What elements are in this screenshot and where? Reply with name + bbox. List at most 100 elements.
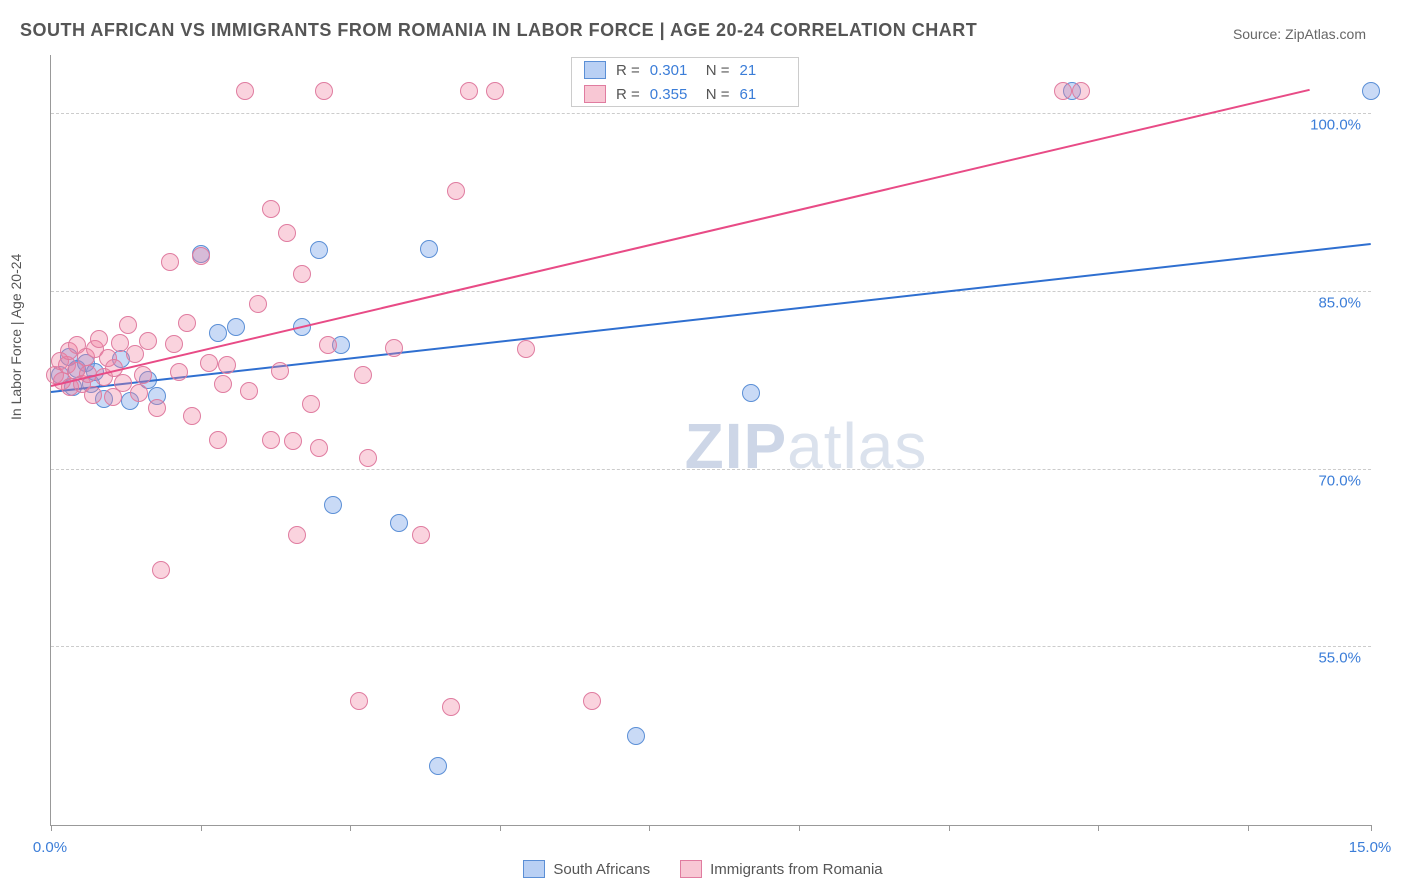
data-point [302,395,320,413]
data-point [288,526,306,544]
data-point [442,698,460,716]
legend-r-label: R = [616,62,640,79]
legend-row: R = 0.355 N = 61 [572,82,798,106]
y-tick-label: 85.0% [1318,294,1361,311]
data-point [412,526,430,544]
data-point [319,336,337,354]
data-point [200,354,218,372]
y-axis-label: In Labor Force | Age 20-24 [8,254,24,420]
x-tick [1098,825,1099,831]
gridline [51,291,1371,292]
data-point [262,200,280,218]
scatter-plot-area: R = 0.301 N = 21 R = 0.355 N = 61 ZIPatlas 55.0… [50,55,1371,826]
data-point [742,384,760,402]
data-point [486,82,504,100]
legend-label: Immigrants from Romania [710,861,883,878]
data-point [271,362,289,380]
data-point [165,335,183,353]
legend-swatch [523,860,545,878]
data-point [420,240,438,258]
legend-n-value: 21 [740,62,786,79]
data-point [209,431,227,449]
legend-item: Immigrants from Romania [680,860,883,878]
trend-line [51,243,1371,393]
data-point [354,366,372,384]
data-point [90,330,108,348]
source-attribution: Source: ZipAtlas.com [1233,26,1366,42]
data-point [350,692,368,710]
series-legend: South Africans Immigrants from Romania [0,860,1406,878]
x-tick-label: 15.0% [1349,839,1392,856]
data-point [583,692,601,710]
x-tick [350,825,351,831]
data-point [460,82,478,100]
y-tick-label: 55.0% [1318,650,1361,667]
gridline [51,113,1371,114]
data-point [119,316,137,334]
data-point [1072,82,1090,100]
legend-n-label: N = [706,62,730,79]
data-point [240,382,258,400]
data-point [390,514,408,532]
x-tick-label: 0.0% [33,839,67,856]
legend-row: R = 0.301 N = 21 [572,58,798,82]
legend-r-value: 0.355 [650,86,696,103]
data-point [214,375,232,393]
data-point [192,247,210,265]
data-point [359,449,377,467]
data-point [385,339,403,357]
data-point [1362,82,1380,100]
data-point [310,439,328,457]
data-point [429,757,447,775]
y-tick-label: 70.0% [1318,472,1361,489]
legend-n-value: 61 [740,86,786,103]
data-point [218,356,236,374]
data-point [447,182,465,200]
data-point [139,332,157,350]
legend-swatch [584,85,606,103]
data-point [517,340,535,358]
data-point [148,399,166,417]
x-tick [500,825,501,831]
data-point [227,318,245,336]
legend-swatch [680,860,702,878]
gridline [51,469,1371,470]
data-point [236,82,254,100]
x-tick [1248,825,1249,831]
x-tick [1371,825,1372,831]
data-point [324,496,342,514]
gridline [51,646,1371,647]
data-point [84,386,102,404]
data-point [178,314,196,332]
data-point [293,265,311,283]
legend-r-value: 0.301 [650,62,696,79]
legend-label: South Africans [553,861,650,878]
chart-title: SOUTH AFRICAN VS IMMIGRANTS FROM ROMANIA… [20,20,977,41]
data-point [284,432,302,450]
data-point [130,384,148,402]
data-point [249,295,267,313]
x-tick [649,825,650,831]
data-point [183,407,201,425]
x-tick [51,825,52,831]
x-tick [201,825,202,831]
data-point [170,363,188,381]
data-point [310,241,328,259]
data-point [262,431,280,449]
watermark: ZIPatlas [685,409,928,483]
data-point [1054,82,1072,100]
x-tick [799,825,800,831]
data-point [134,366,152,384]
legend-swatch [584,61,606,79]
data-point [161,253,179,271]
legend-r-label: R = [616,86,640,103]
legend-n-label: N = [706,86,730,103]
data-point [627,727,645,745]
correlation-legend: R = 0.301 N = 21 R = 0.355 N = 61 [571,57,799,107]
data-point [315,82,333,100]
data-point [152,561,170,579]
x-tick [949,825,950,831]
data-point [209,324,227,342]
y-tick-label: 100.0% [1310,117,1361,134]
legend-item: South Africans [523,860,650,878]
